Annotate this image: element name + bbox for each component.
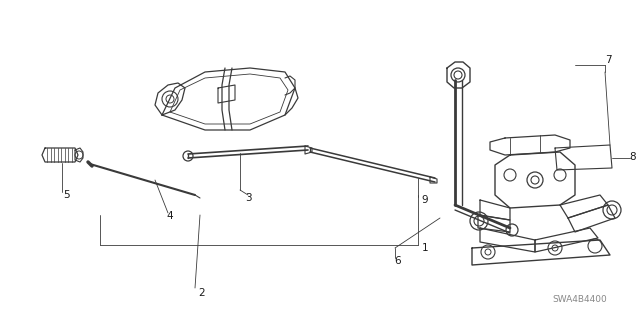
Text: SWA4B4400: SWA4B4400 (552, 295, 607, 305)
Text: 1: 1 (422, 243, 428, 253)
Text: 7: 7 (605, 55, 611, 65)
Text: 8: 8 (630, 152, 636, 162)
Text: 4: 4 (166, 211, 173, 221)
Text: 2: 2 (198, 288, 205, 298)
Text: 3: 3 (244, 193, 252, 203)
Text: 6: 6 (395, 256, 401, 266)
Text: 9: 9 (422, 195, 428, 205)
Text: 5: 5 (64, 190, 70, 200)
